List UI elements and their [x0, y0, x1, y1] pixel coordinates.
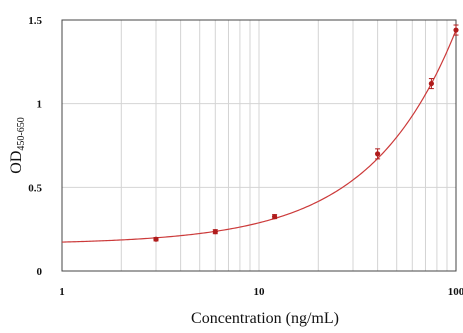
y-tick-label: 0.5: [28, 182, 42, 194]
x-tick-label: 100: [448, 286, 463, 298]
point-marker: [212, 229, 218, 235]
x-tick-label: 1: [59, 286, 65, 298]
point-marker: [428, 80, 434, 87]
data-point: [428, 78, 434, 90]
y-tick-label: 1.5: [28, 15, 42, 27]
y-axis-title: OD450-650: [8, 117, 27, 173]
y-axis-title-sub: 450-650: [16, 117, 27, 150]
plot-frame: [61, 19, 457, 272]
data-point: [212, 229, 218, 235]
data-point: [271, 214, 278, 220]
tick-labels: 1 10 100 0 0.5 1 1.5: [28, 15, 463, 298]
point-marker: [375, 151, 381, 157]
grid: [62, 20, 456, 271]
data-point: [153, 236, 159, 242]
point-marker: [271, 214, 278, 220]
y-tick-label: 1: [37, 99, 43, 111]
fit-curve: [61, 29, 457, 243]
point-marker: [153, 236, 159, 242]
data-point: [375, 148, 381, 160]
x-tick-label: 10: [254, 286, 266, 298]
y-axis-title-main: OD: [8, 151, 25, 174]
y-tick-label: 0: [37, 266, 43, 278]
x-axis-title: Concentration (ng/mL): [191, 310, 339, 327]
point-marker: [453, 27, 459, 33]
data-points: [153, 24, 459, 242]
data-point: [453, 24, 459, 36]
